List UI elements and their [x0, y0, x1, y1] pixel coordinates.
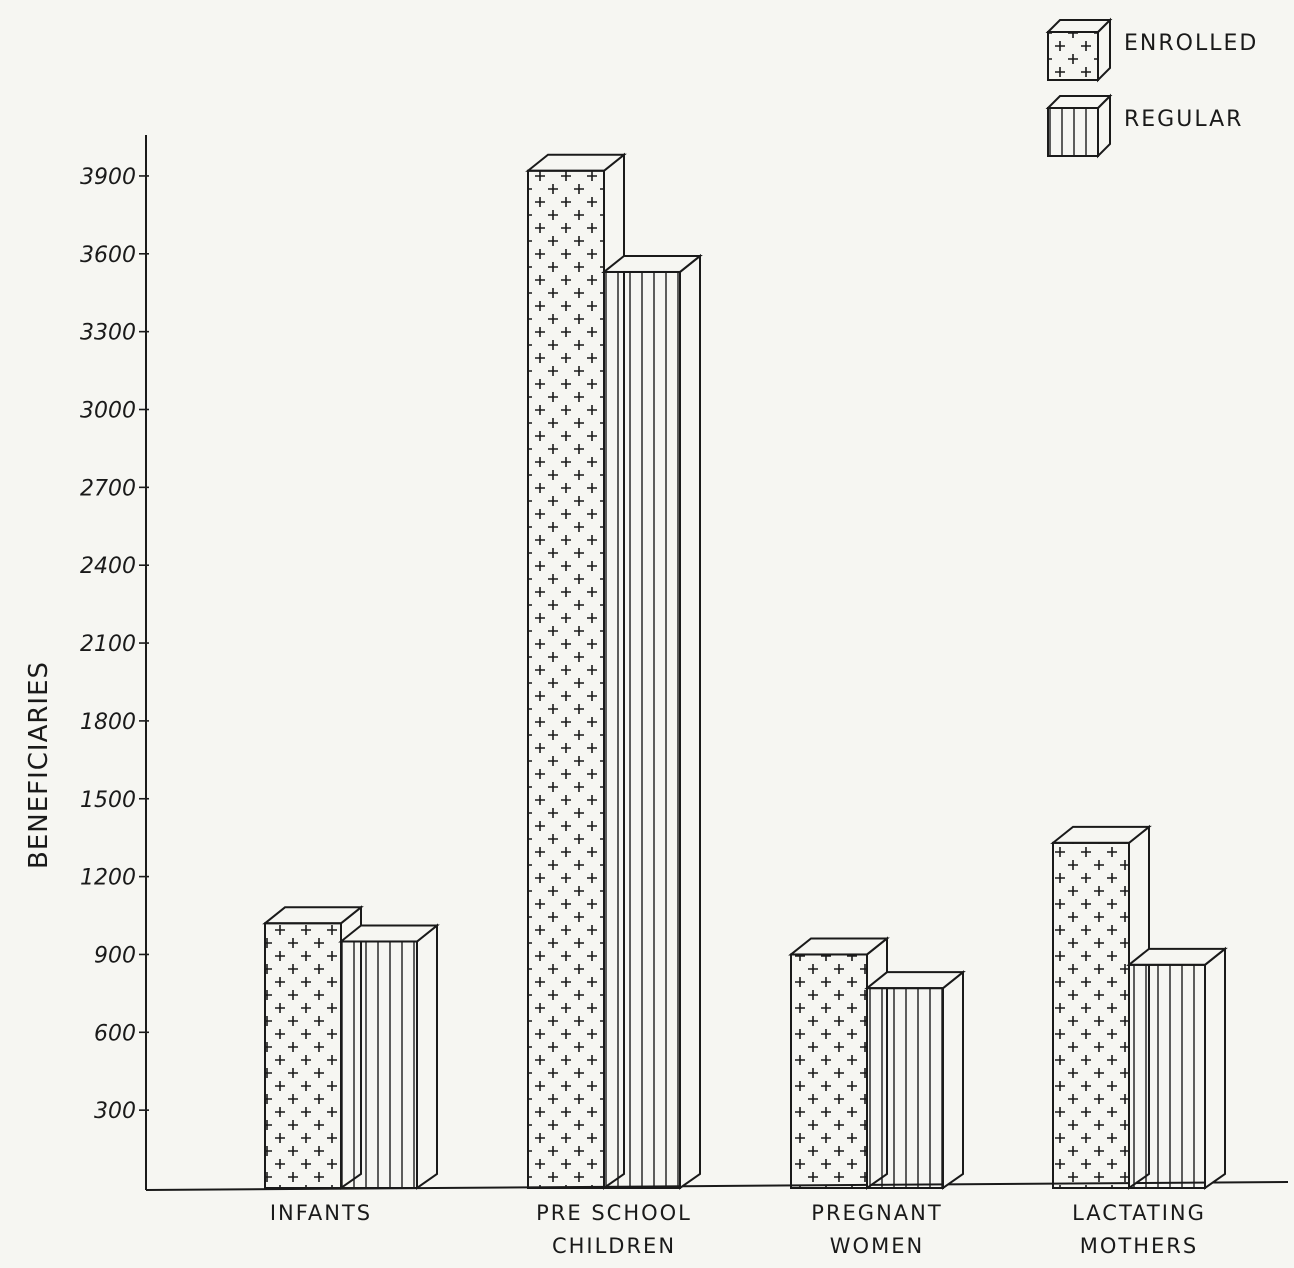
y-tick-label: 900: [94, 943, 136, 968]
category-label: LACTATING: [1072, 1201, 1206, 1225]
legend: ENROLLED REGULAR: [1045, 17, 1258, 159]
legend-swatch-top: [1045, 95, 1113, 109]
bar-regular-0: [338, 923, 440, 1190]
bar-regular-1: [601, 253, 703, 1190]
legend-swatch: [1047, 31, 1099, 81]
y-tick-label: 3900: [80, 165, 136, 190]
bar-enrolled-3-front: [1052, 841, 1130, 1189]
bar-regular-0-side: [416, 923, 438, 1190]
y-tick-label: 2400: [80, 554, 136, 579]
legend-item-regular: REGULAR: [1045, 93, 1243, 159]
legend-label: ENROLLED: [1124, 31, 1258, 56]
bar-regular-2-front: [866, 987, 944, 1189]
bar-regular-3: [1126, 946, 1228, 1190]
y-tick-label: 2100: [80, 632, 136, 657]
bar-enrolled-0-front: [264, 922, 342, 1189]
y-axis-title: BENEFICIARIES: [24, 661, 54, 869]
bars: [262, 152, 1228, 1190]
category-labels: INFANTS PRE SCHOOL CHILDREN PREGNANT WOMEN LA…: [270, 1201, 1206, 1258]
y-tick-label: 1200: [80, 866, 136, 891]
bar-regular-1-front: [603, 270, 681, 1189]
bar-regular-0-front: [340, 940, 418, 1189]
category-label: CHILDREN: [552, 1234, 676, 1258]
legend-swatch-top: [1045, 19, 1113, 33]
category-label: INFANTS: [270, 1201, 372, 1225]
y-tick-label: 1800: [80, 710, 136, 735]
category-label: MOTHERS: [1080, 1234, 1198, 1258]
bar-regular-3-side: [1204, 946, 1226, 1190]
y-tick-label: 3300: [80, 321, 136, 346]
bar-regular-3-front: [1128, 963, 1206, 1190]
bar-enrolled-1-front: [527, 169, 605, 1189]
y-tick-label: 300: [94, 1099, 136, 1124]
y-tick-label: 3000: [80, 399, 136, 424]
bar-enrolled-2-front: [790, 953, 868, 1190]
legend-label: REGULAR: [1124, 107, 1243, 132]
category-label: PREGNANT: [811, 1201, 942, 1225]
legend-item-enrolled: ENROLLED: [1045, 17, 1258, 83]
category-label: WOMEN: [830, 1234, 924, 1258]
bar-regular-1-side: [679, 253, 701, 1190]
category-label: PRE SCHOOL: [536, 1201, 692, 1225]
bar-regular-2: [864, 970, 966, 1190]
y-tick-label: 2700: [80, 476, 136, 501]
y-tick-label: 1500: [80, 788, 136, 813]
y-ticks: 300 600 900 1200 1500 1800 2100 2400 2700 3000 330…: [80, 165, 149, 1124]
y-tick-label: 3600: [80, 243, 136, 268]
y-tick-label: 600: [94, 1021, 136, 1046]
legend-swatch: [1047, 107, 1099, 157]
bar-regular-2-side: [942, 970, 964, 1190]
